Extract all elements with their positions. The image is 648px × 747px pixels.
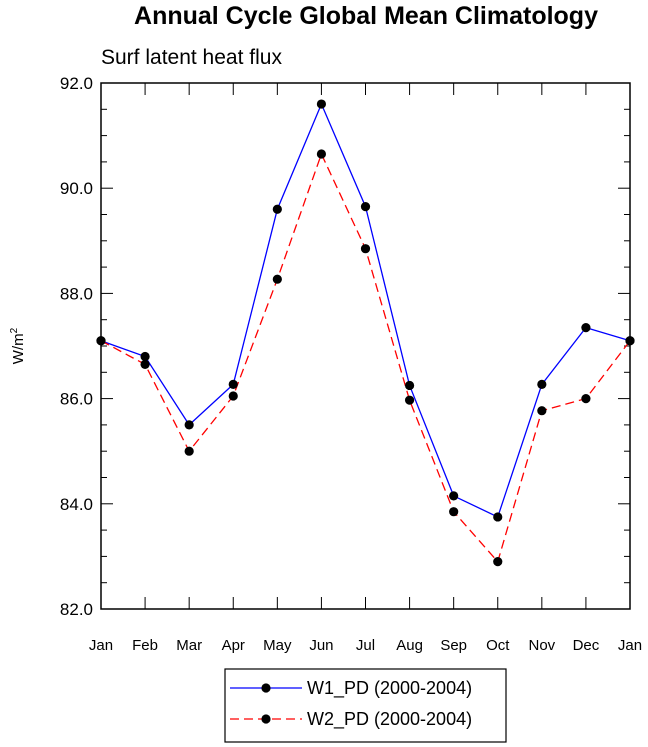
- x-tick-label: Aug: [396, 637, 423, 654]
- series-2-marker: [360, 244, 371, 254]
- series-1-marker: [316, 99, 327, 109]
- chart-subtitle: Surf latent heat flux: [101, 46, 282, 69]
- x-tick-label: Dec: [573, 637, 600, 654]
- series-1-marker: [360, 202, 371, 212]
- series-1-marker: [449, 491, 459, 501]
- series-2-marker: [449, 507, 459, 517]
- axis-ticks: [100, 82, 631, 610]
- legend-label-1: W1_PD (2000-2004): [307, 678, 472, 699]
- x-tick-label: Mar: [176, 637, 202, 654]
- series-2-marker: [228, 391, 238, 401]
- y-tick-label: 90.0: [60, 179, 93, 198]
- series-1-marker: [404, 380, 415, 391]
- series-2-marker: [316, 149, 327, 159]
- x-tick-label: Nov: [528, 637, 555, 654]
- series-2-marker: [404, 395, 415, 405]
- legend-marker-1: [261, 683, 271, 693]
- y-tick-label: 82.0: [60, 600, 93, 619]
- x-tick-label: Oct: [486, 637, 510, 654]
- x-tick-labels: Jan Feb Mar Apr May Jun Jul Aug Sep Oct Nov Dec Jan: [89, 637, 642, 654]
- series-2-marker: [184, 446, 194, 456]
- legend: W1_PD (2000-2004) W2_PD (2000-2004): [224, 668, 507, 743]
- series-1-marker: [272, 204, 282, 214]
- series-1-marker: [228, 379, 238, 389]
- series-2-marker: [581, 394, 591, 404]
- x-tick-label: Jul: [356, 637, 375, 654]
- y-tick-labels: 82.0 84.0 86.0 88.0 90.0 92.0: [60, 74, 93, 619]
- y-axis-label-base: W/m: [10, 333, 27, 364]
- x-tick-label: May: [263, 637, 292, 654]
- series-1-marker: [140, 351, 150, 362]
- series-1-marker: [184, 420, 194, 430]
- y-tick-label: 92.0: [60, 74, 93, 93]
- series-2-marker: [493, 557, 503, 567]
- legend-label-2: W2_PD (2000-2004): [307, 709, 472, 730]
- y-axis-label-superscript: 2: [9, 327, 20, 333]
- series-layer: [96, 99, 635, 567]
- chart-title: Annual Cycle Global Mean Climatology: [134, 2, 598, 30]
- series-2-marker: [537, 406, 547, 416]
- x-tick-label: Apr: [222, 637, 245, 654]
- series-line-2: [100, 152, 631, 563]
- x-tick-label: Sep: [440, 637, 467, 654]
- legend-marker-2: [261, 714, 271, 724]
- legend-box: [224, 668, 507, 743]
- series-line-1: [100, 102, 631, 518]
- x-tick-label: Jan: [618, 637, 642, 654]
- series-1-marker: [581, 322, 591, 333]
- plot-frame: [100, 82, 631, 610]
- x-tick-label: Jun: [309, 637, 333, 654]
- x-tick-label: Jan: [89, 637, 113, 654]
- y-axis-label: W/m2: [9, 327, 27, 364]
- y-tick-label: 86.0: [60, 390, 93, 409]
- series-1-marker: [493, 512, 503, 522]
- series-2-marker: [140, 359, 150, 370]
- x-tick-label: Feb: [132, 637, 158, 654]
- series-1-marker: [537, 379, 547, 389]
- series-2-marker: [272, 274, 282, 284]
- y-tick-label: 88.0: [60, 284, 93, 303]
- y-tick-label: 84.0: [60, 495, 93, 514]
